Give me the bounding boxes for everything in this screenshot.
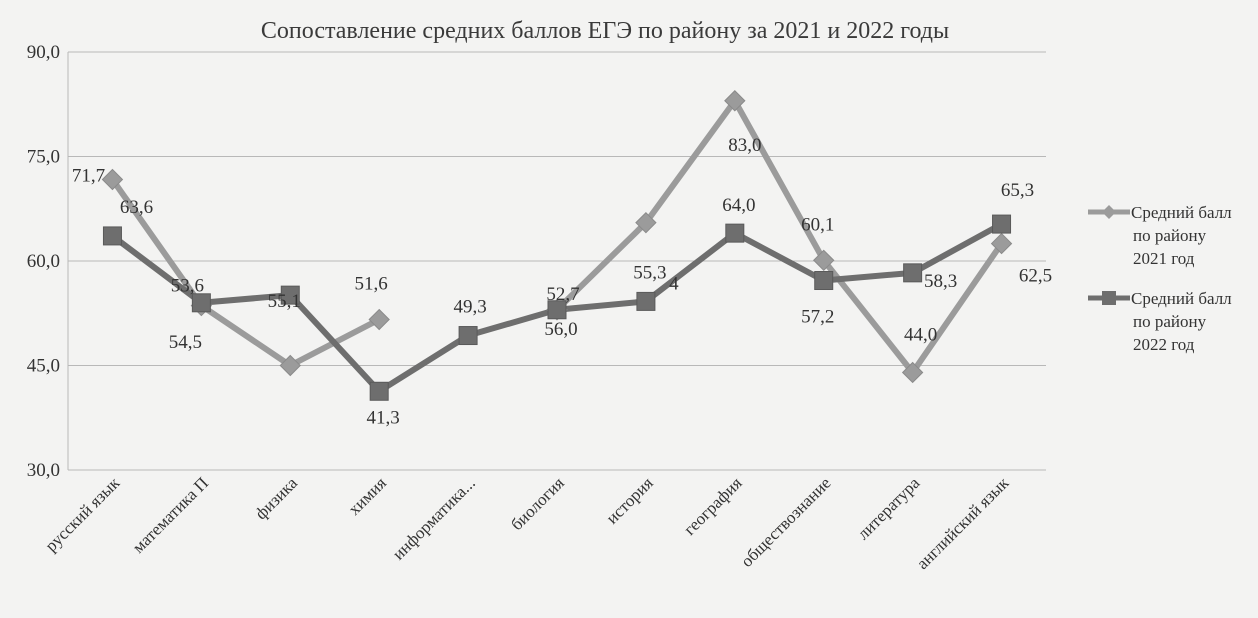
x-tick-label: история <box>602 473 656 527</box>
data-label: 58,3 <box>924 271 957 292</box>
marker-2022 <box>992 214 1012 234</box>
x-tick-label: английский язык <box>913 473 1013 573</box>
legend-marker-2021 <box>1102 205 1116 219</box>
data-label: 41,3 <box>367 407 400 428</box>
data-label: 60,1 <box>801 214 834 235</box>
marker-2021 <box>279 354 301 377</box>
marker-2022 <box>458 326 478 346</box>
y-tick-label: 60,0 <box>27 251 60 272</box>
y-tick-label: 75,0 <box>27 147 60 168</box>
x-tick-label: химия <box>345 473 391 519</box>
grid <box>67 51 1046 471</box>
marker-2021 <box>635 211 657 234</box>
series-lines <box>109 97 1005 395</box>
data-labels: 71,7 53,6 51,6 52,7 83,0 60,1 44,0 62,5 63,6 54,5… <box>72 135 1052 429</box>
legend-label: 2021 год <box>1133 249 1195 268</box>
x-tick-label: литература <box>854 473 924 543</box>
data-label: 49,3 <box>453 297 486 318</box>
data-label: 55,3 <box>633 262 666 283</box>
chart-title: Сопоставление средних баллов ЕГЭ по райо… <box>261 18 949 44</box>
y-tick-label: 30,0 <box>27 460 60 481</box>
y-tick-label: 90,0 <box>27 42 60 63</box>
legend-label: 2022 год <box>1133 335 1195 354</box>
x-tick-label: биология <box>507 473 568 534</box>
marker-2022 <box>102 226 122 246</box>
data-label: 71,7 <box>72 165 105 186</box>
data-label: 56,0 <box>544 319 577 340</box>
data-label: 57,2 <box>801 307 834 328</box>
x-tick-label: география <box>680 473 746 539</box>
marker-2022 <box>814 271 834 291</box>
marker-2021 <box>990 232 1013 255</box>
data-label: 64,0 <box>722 195 755 216</box>
x-tick-label: физика <box>251 473 301 523</box>
marker-2022 <box>903 263 923 283</box>
y-tick-label: 45,0 <box>27 356 60 377</box>
legend-label: по району <box>1133 226 1207 245</box>
data-label: 52,7 <box>546 284 579 305</box>
data-label: 62,5 <box>1019 266 1052 287</box>
data-label: 65,3 <box>1001 180 1034 201</box>
marker-2022 <box>725 223 745 243</box>
legend-marker-2022 <box>1102 291 1116 305</box>
marker-2021 <box>901 361 924 384</box>
marker-2022 <box>636 291 656 311</box>
marker-2022 <box>191 293 211 313</box>
marker-2021 <box>813 249 835 272</box>
y-axis: 30,0 45,0 60,0 75,0 90,0 <box>27 42 60 481</box>
marker-2021 <box>101 168 124 191</box>
data-label: 63,6 <box>120 197 153 218</box>
data-label: 55,1 <box>268 291 301 312</box>
legend: Средний балл по району 2021 год Средний бал… <box>1088 203 1232 354</box>
data-label: 54,5 <box>169 332 202 353</box>
series-markers <box>101 90 1013 401</box>
legend-label: Средний балл <box>1131 203 1232 222</box>
data-label: 44,0 <box>904 324 937 345</box>
x-axis: русский язык математика П физика химияинфор… <box>41 473 1012 573</box>
series-line-1 <box>554 97 1005 376</box>
data-label: 53,6 <box>171 276 204 297</box>
x-tick-label: обществознание <box>737 473 834 570</box>
data-label: 51,6 <box>355 274 388 295</box>
data-label: 83,0 <box>728 135 761 156</box>
marker-2022 <box>280 285 300 305</box>
x-tick-label: информатика... <box>389 473 479 563</box>
data-label: 4 <box>669 273 679 294</box>
x-tick-label: математика П <box>129 473 212 556</box>
marker-2021 <box>724 90 746 112</box>
legend-label: Средний балл <box>1131 289 1232 308</box>
marker-2021 <box>368 308 390 331</box>
marker-2022 <box>369 381 389 401</box>
legend-label: по району <box>1133 312 1207 331</box>
marker-2022 <box>547 300 567 320</box>
x-tick-label: русский язык <box>41 473 123 555</box>
